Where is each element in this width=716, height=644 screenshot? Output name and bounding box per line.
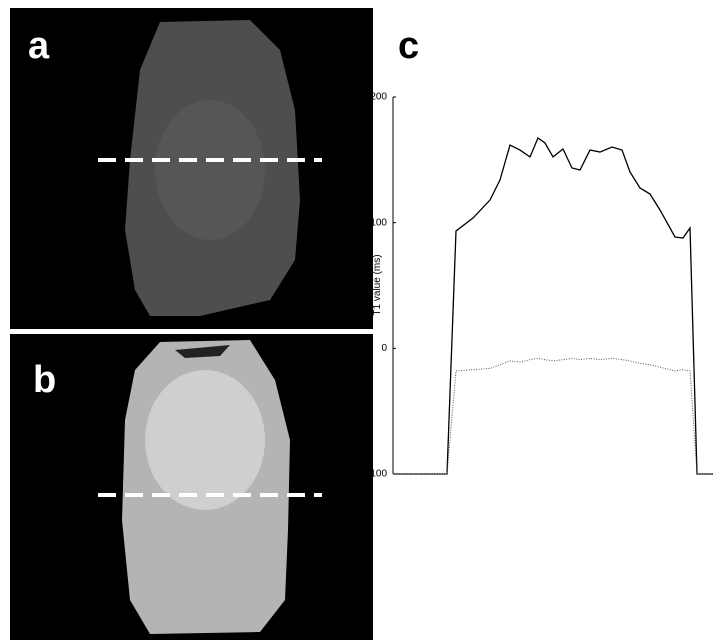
sample-b-core xyxy=(145,370,265,510)
artifact xyxy=(175,345,230,358)
y-tick-label: 100 xyxy=(370,217,387,228)
line-series xyxy=(393,357,713,475)
y-tick-label: -100 xyxy=(367,469,387,480)
panel-label: a xyxy=(28,25,50,67)
line-series xyxy=(393,136,713,475)
y-axis-label: T1 value (ms) xyxy=(372,254,383,315)
y-tick-label: 0 xyxy=(381,343,387,354)
y-tick-label: 200 xyxy=(370,92,387,103)
panel-label: b xyxy=(33,359,56,401)
sample-a-core xyxy=(155,100,265,240)
panel-label: c xyxy=(398,25,419,67)
